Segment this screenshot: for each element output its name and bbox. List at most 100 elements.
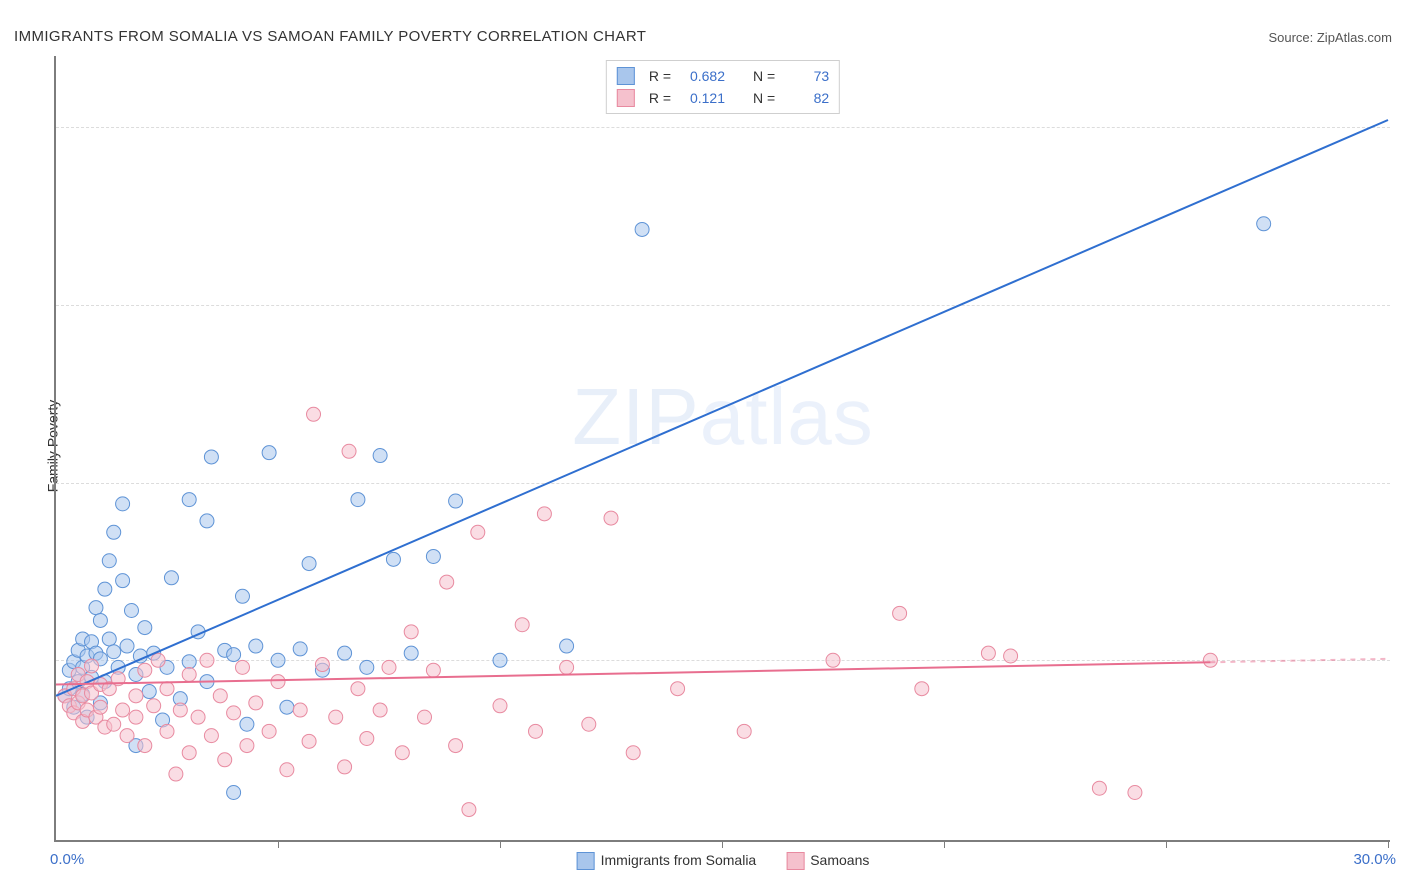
scatter-point bbox=[893, 606, 907, 620]
scatter-point bbox=[102, 632, 116, 646]
scatter-point bbox=[493, 699, 507, 713]
scatter-point bbox=[360, 660, 374, 674]
scatter-point bbox=[404, 646, 418, 660]
x-tick bbox=[500, 840, 501, 848]
scatter-point bbox=[280, 700, 294, 714]
top-legend-row-0: R = 0.682 N = 73 bbox=[617, 65, 829, 87]
scatter-point bbox=[671, 682, 685, 696]
scatter-point bbox=[98, 582, 112, 596]
r-label-0: R = bbox=[649, 68, 671, 84]
legend-item-series-1: Samoans bbox=[786, 852, 869, 870]
scatter-point bbox=[151, 653, 165, 667]
scatter-point bbox=[160, 724, 174, 738]
scatter-point bbox=[235, 589, 249, 603]
scatter-point bbox=[107, 645, 121, 659]
scatter-point bbox=[418, 710, 432, 724]
scatter-point bbox=[89, 601, 103, 615]
scatter-point bbox=[204, 450, 218, 464]
y-tick-label: 37.5% bbox=[1396, 298, 1406, 314]
scatter-point bbox=[93, 700, 107, 714]
scatter-point bbox=[826, 653, 840, 667]
scatter-point bbox=[373, 449, 387, 463]
y-tick-label: 50.0% bbox=[1396, 120, 1406, 136]
scatter-point bbox=[1004, 649, 1018, 663]
scatter-point bbox=[120, 729, 134, 743]
scatter-point bbox=[382, 660, 396, 674]
scatter-point bbox=[107, 717, 121, 731]
scatter-point bbox=[386, 552, 400, 566]
scatter-point bbox=[1092, 781, 1106, 795]
scatter-point bbox=[182, 746, 196, 760]
scatter-point bbox=[395, 746, 409, 760]
legend-item-series-0: Immigrants from Somalia bbox=[577, 852, 757, 870]
scatter-point bbox=[249, 639, 263, 653]
legend-swatch-1 bbox=[786, 852, 804, 870]
scatter-point bbox=[915, 682, 929, 696]
scatter-point bbox=[249, 696, 263, 710]
top-legend: R = 0.682 N = 73 R = 0.121 N = 82 bbox=[606, 60, 840, 114]
scatter-point bbox=[342, 444, 356, 458]
scatter-point bbox=[1257, 217, 1271, 231]
chart-svg bbox=[56, 56, 1390, 840]
y-tick-label: 25.0% bbox=[1396, 476, 1406, 492]
scatter-point bbox=[85, 659, 99, 673]
scatter-point bbox=[129, 689, 143, 703]
n-value-0: 73 bbox=[783, 68, 829, 84]
scatter-point bbox=[204, 729, 218, 743]
scatter-point bbox=[200, 514, 214, 528]
scatter-point bbox=[200, 653, 214, 667]
scatter-point bbox=[262, 446, 276, 460]
scatter-point bbox=[426, 549, 440, 563]
scatter-point bbox=[164, 571, 178, 585]
scatter-point bbox=[462, 803, 476, 817]
scatter-point bbox=[182, 655, 196, 669]
scatter-point bbox=[302, 734, 316, 748]
scatter-point bbox=[213, 689, 227, 703]
scatter-point bbox=[440, 575, 454, 589]
scatter-point bbox=[93, 613, 107, 627]
scatter-point bbox=[493, 653, 507, 667]
scatter-point bbox=[182, 667, 196, 681]
regression-line-dashed bbox=[1210, 659, 1388, 662]
x-tick bbox=[1166, 840, 1167, 848]
scatter-point bbox=[302, 557, 316, 571]
scatter-point bbox=[240, 717, 254, 731]
scatter-point bbox=[981, 646, 995, 660]
source-prefix: Source: bbox=[1268, 30, 1316, 45]
source-attribution: Source: ZipAtlas.com bbox=[1268, 30, 1392, 45]
scatter-point bbox=[1128, 786, 1142, 800]
scatter-point bbox=[471, 525, 485, 539]
legend-label-0: Immigrants from Somalia bbox=[601, 852, 757, 868]
x-tick bbox=[278, 840, 279, 848]
scatter-point bbox=[515, 618, 529, 632]
scatter-point bbox=[160, 682, 174, 696]
scatter-point bbox=[560, 639, 574, 653]
scatter-point bbox=[240, 739, 254, 753]
scatter-point bbox=[147, 699, 161, 713]
regression-line bbox=[56, 662, 1210, 684]
scatter-point bbox=[338, 646, 352, 660]
source-link[interactable]: ZipAtlas.com bbox=[1317, 30, 1392, 45]
top-legend-swatch-0 bbox=[617, 67, 635, 85]
scatter-point bbox=[102, 554, 116, 568]
x-tick bbox=[944, 840, 945, 848]
scatter-point bbox=[404, 625, 418, 639]
scatter-point bbox=[280, 763, 294, 777]
scatter-point bbox=[360, 731, 374, 745]
scatter-point bbox=[293, 703, 307, 717]
chart-container: IMMIGRANTS FROM SOMALIA VS SAMOAN FAMILY… bbox=[0, 0, 1406, 892]
scatter-point bbox=[107, 525, 121, 539]
scatter-point bbox=[218, 753, 232, 767]
scatter-point bbox=[138, 739, 152, 753]
scatter-point bbox=[373, 703, 387, 717]
x-tick bbox=[1388, 840, 1389, 848]
legend-label-1: Samoans bbox=[810, 852, 869, 868]
scatter-point bbox=[426, 663, 440, 677]
scatter-point bbox=[626, 746, 640, 760]
scatter-point bbox=[182, 493, 196, 507]
scatter-point bbox=[262, 724, 276, 738]
scatter-point bbox=[271, 653, 285, 667]
scatter-point bbox=[351, 682, 365, 696]
top-legend-swatch-1 bbox=[617, 89, 635, 107]
scatter-point bbox=[307, 407, 321, 421]
